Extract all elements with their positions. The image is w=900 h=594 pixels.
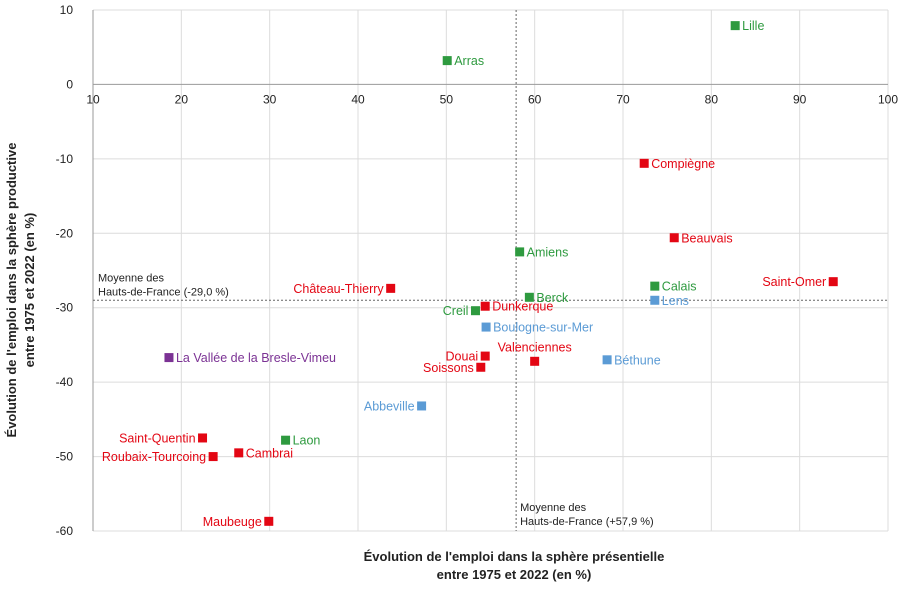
grid (92, 9, 889, 532)
point-marker (730, 21, 740, 31)
x-tick-label: 70 (616, 92, 630, 106)
point-marker (524, 292, 534, 302)
axis-ticks: 10 20 30 40 50 60 70 80 90 100100-10-20-30-40-50-… (56, 3, 899, 538)
x-tick-label: 40 (351, 92, 365, 106)
reference-lines: Moyenne des Hauts-de-France (-29,0 %) Moye… (93, 10, 888, 531)
point-marker (639, 158, 649, 168)
point-marker (208, 452, 218, 462)
point-label: Calais (662, 280, 697, 294)
y-average-label: Moyenne des (98, 272, 165, 284)
point-marker (417, 401, 427, 411)
point-label: Douai (446, 350, 479, 364)
point-label: Soissons (423, 361, 474, 375)
point-marker (515, 247, 525, 257)
point-label: Lens (662, 294, 689, 308)
point-label: Abbeville (364, 399, 415, 413)
y-tick-label: -10 (56, 152, 74, 166)
point-marker (264, 516, 274, 526)
point-marker (470, 306, 480, 316)
point-label: La Vallée de la Bresle-Vimeu (176, 351, 336, 365)
y-axis-title-line1: Évolution de l'emploi dans la sphère pro… (4, 143, 19, 438)
point-marker (669, 233, 679, 243)
x-tick-label: 80 (705, 92, 719, 106)
x-average-label: Moyenne des (520, 502, 587, 514)
point-marker (480, 351, 490, 361)
point-marker (650, 295, 660, 305)
point-marker (480, 301, 490, 311)
y-axis-title-line2: entre 1975 et 2022 (en %) (22, 213, 37, 368)
y-tick-label: -30 (56, 301, 74, 315)
point-marker (234, 448, 244, 458)
point-label: Lille (742, 19, 764, 33)
point-label: Arras (454, 54, 484, 68)
x-axis-title-line2: entre 1975 et 2022 (en %) (437, 567, 592, 582)
point-marker (476, 362, 486, 372)
x-tick-label: 50 (440, 92, 454, 106)
x-tick-label: 30 (263, 92, 277, 106)
y-tick-label: 10 (60, 3, 74, 17)
x-tick-label: 20 (175, 92, 189, 106)
point-marker (650, 281, 660, 291)
y-tick-label: -60 (56, 524, 74, 538)
point-marker (530, 356, 540, 366)
point-label: Compiègne (651, 157, 715, 171)
y-tick-label: -20 (56, 226, 74, 240)
y-tick-label: 0 (66, 77, 73, 91)
point-label: Maubeuge (203, 515, 262, 529)
point-label: Béthune (614, 353, 661, 367)
point-label: Laon (293, 434, 321, 448)
point-marker (386, 283, 396, 293)
point-marker (164, 353, 174, 363)
y-average-label: Hauts-de-France (-29,0 %) (98, 286, 229, 298)
point-label: Château-Thierry (293, 282, 384, 296)
point-marker (828, 277, 838, 287)
point-marker (281, 435, 291, 445)
x-tick-label: 60 (528, 92, 542, 106)
point-marker (198, 433, 208, 443)
y-tick-label: -40 (56, 375, 74, 389)
point-label: Berck (536, 291, 569, 305)
point-label: Dunkerque (492, 300, 553, 314)
point-label: Boulogne-sur-Mer (493, 321, 593, 335)
point-label: Amiens (527, 245, 569, 259)
point-label: Roubaix-Tourcoing (102, 450, 206, 464)
point-label: Valenciennes (498, 340, 572, 354)
x-tick-label: 90 (793, 92, 807, 106)
point-marker (481, 322, 491, 332)
x-axis-title-line1: Évolution de l'emploi dans la sphère pré… (364, 549, 665, 564)
point-label: Beauvais (681, 231, 732, 245)
point-label: Cambrai (246, 446, 293, 460)
x-average-label: Hauts-de-France (+57,9 %) (520, 516, 654, 528)
y-tick-label: -50 (56, 450, 74, 464)
x-tick-label: 100 (878, 92, 898, 106)
point-marker (442, 56, 452, 66)
point-marker (602, 355, 612, 365)
x-tick-label: 10 (86, 92, 100, 106)
point-label: Saint-Omer (762, 275, 826, 289)
point-label: Saint-Quentin (119, 431, 195, 445)
point-label: Creil (443, 304, 469, 318)
data-points: Lille Arras Compiègne Beauvais Amiens Saint-O… (102, 19, 838, 529)
